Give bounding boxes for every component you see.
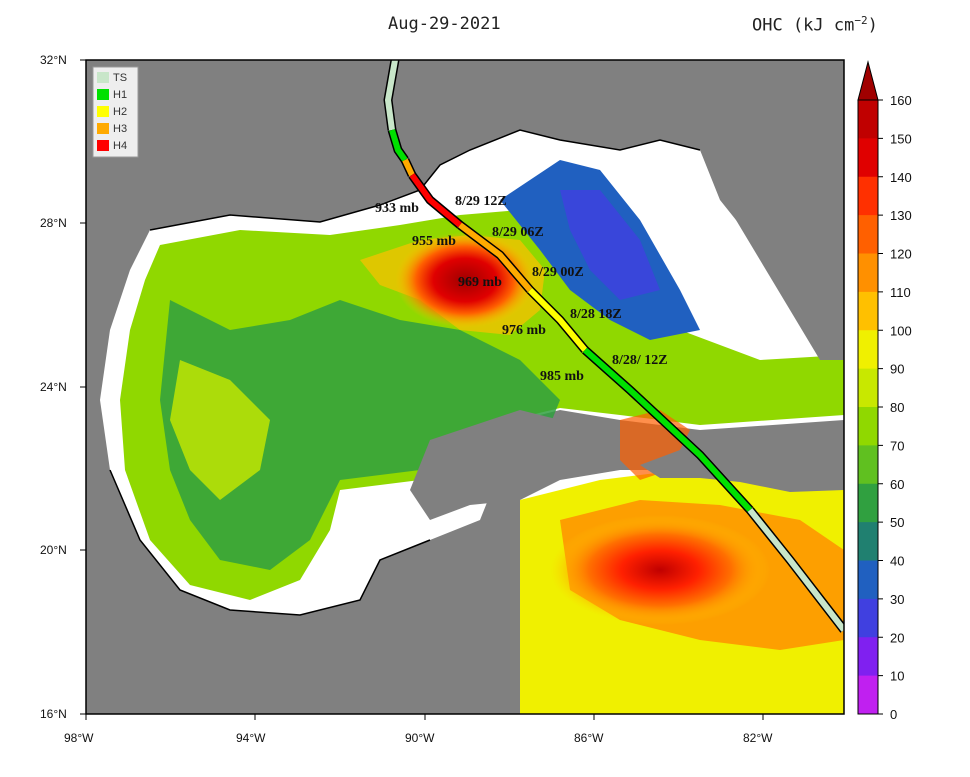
colorbar-segment <box>858 176 878 216</box>
lat-tick-28: 28°N <box>40 216 67 230</box>
lon-tick-90: 90°W <box>405 731 435 745</box>
colorbar-tick-label: 120 <box>890 247 912 262</box>
lon-tick-86: 86°W <box>574 731 604 745</box>
colorbar-tick-label: 80 <box>890 400 904 415</box>
time-8-28-12z: 8/28/ 12Z <box>612 353 668 368</box>
lat-tick-16: 16°N <box>40 707 67 721</box>
colorbar-tick-label: 70 <box>890 438 904 453</box>
ohc-gulf-green <box>160 300 560 570</box>
colorbar-segment <box>858 675 878 715</box>
colorbar-tick-label: 110 <box>890 285 911 300</box>
colorbar-tick-label: 160 <box>890 93 912 108</box>
colorbar-tick-label: 140 <box>890 170 912 185</box>
pressure-985: 985 mb <box>540 369 584 384</box>
lat-axis <box>80 59 86 715</box>
pressure-976: 976 mb <box>502 323 546 338</box>
ohc-gulf-lightgreen <box>170 360 270 500</box>
legend-label-ts: TS <box>113 72 127 84</box>
colorbar-segment <box>858 253 878 293</box>
pressure-955: 955 mb <box>412 234 456 249</box>
legend-label-h1: H1 <box>113 89 127 101</box>
time-8-29-00z: 8/29 00Z <box>532 265 584 280</box>
lon-axis <box>85 714 764 720</box>
colorbar-segment <box>858 368 878 408</box>
lat-tick-20: 20°N <box>40 543 67 557</box>
yucatan-land <box>410 410 560 520</box>
colorbar-segment <box>858 445 878 485</box>
cuba-land <box>640 450 844 492</box>
colorbar-tick-label: 100 <box>890 323 912 338</box>
colorbar-arrow <box>857 60 879 101</box>
colorbar-tick-label: 10 <box>890 669 904 684</box>
map-panel: TS H1 H2 H3 H4 933 mb 8/29 12Z 955 mb 8/… <box>86 60 844 714</box>
legend-label-h4: H4 <box>113 140 127 152</box>
legend-swatch-ts <box>97 72 109 83</box>
colorbar-segment <box>858 407 878 446</box>
colorbar-tick-label: 30 <box>890 592 904 607</box>
colorbar-segment <box>858 560 878 600</box>
colorbar-tick-label: 20 <box>890 630 904 645</box>
colorbar-segment <box>858 598 878 638</box>
lat-tick-24: 24°N <box>40 380 67 394</box>
lat-tick-32: 32°N <box>40 53 67 67</box>
colorbar-tick-label: 50 <box>890 515 904 530</box>
colorbar-tick-label: 0 <box>890 707 897 722</box>
colorbar-segment <box>858 100 878 139</box>
ohc-carib-core <box>550 515 770 625</box>
legend-swatch-h3 <box>97 123 109 134</box>
colorbar-tick-label: 60 <box>890 477 904 492</box>
legend-label-h2: H2 <box>113 106 127 118</box>
legend-swatch-h4 <box>97 140 109 151</box>
lon-tick-82: 82°W <box>743 731 773 745</box>
pressure-969: 969 mb <box>458 275 502 290</box>
colorbar-tick-label: 130 <box>890 208 912 223</box>
category-legend: TS H1 H2 H3 H4 <box>92 66 139 158</box>
colorbar-segment <box>858 637 878 677</box>
colorbar-tick-label: 150 <box>890 131 912 146</box>
colorbar-segment <box>858 138 878 178</box>
florida-land <box>700 150 844 360</box>
lon-tick-98: 98°W <box>64 731 94 745</box>
storm-track <box>383 60 844 633</box>
coastline <box>109 129 701 616</box>
colorbar-segment <box>858 330 878 370</box>
colorbar-segment <box>858 522 878 561</box>
time-8-29-12z: 8/29 12Z <box>455 194 507 209</box>
colorbar-segment <box>858 215 878 254</box>
lon-tick-94: 94°W <box>236 731 266 745</box>
legend-swatch-h2 <box>97 106 109 117</box>
ohc-gulf-darkblue <box>560 190 660 300</box>
colorbar-tick-label: 90 <box>890 362 904 377</box>
date-title: Aug-29-2021 <box>388 14 501 34</box>
time-8-28-18z: 8/28 18Z <box>570 307 622 322</box>
legend-swatch-h1 <box>97 89 109 100</box>
pressure-933: 933 mb <box>375 201 419 216</box>
colorbar-segment <box>858 291 878 331</box>
legend-label-h3: H3 <box>113 123 127 135</box>
time-8-29-06z: 8/29 06Z <box>492 225 544 240</box>
variable-title: OHC (kJ cm−2) <box>752 14 878 36</box>
colorbar-tick-label: 40 <box>890 554 904 569</box>
colorbar-segment <box>858 483 878 523</box>
